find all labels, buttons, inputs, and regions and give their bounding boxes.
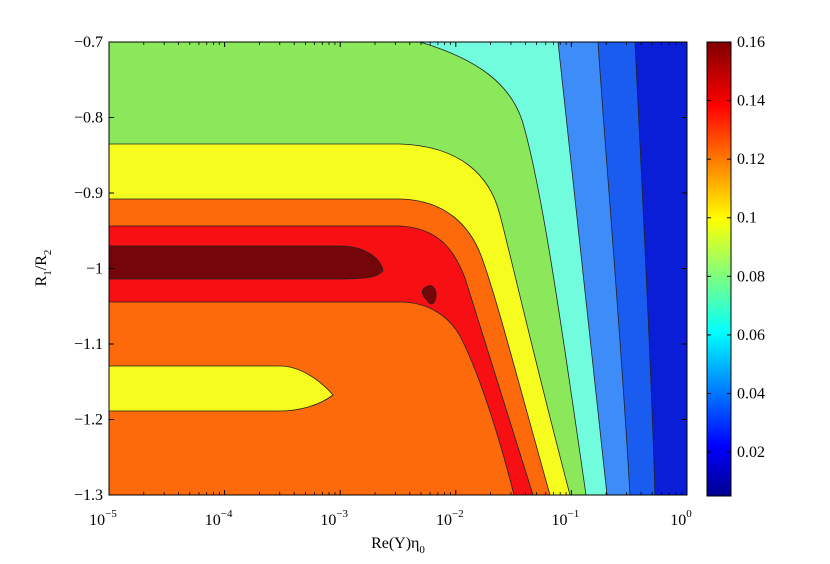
- colorbar-ticks: 0.02 0.04 0.06 0.08 0.1 0.12 0.14 0.16: [707, 34, 765, 461]
- contour-band-yellow-island: [109, 365, 334, 412]
- x-tick-label-exp: −3: [336, 508, 348, 520]
- colorbar-tick-label: 0.04: [737, 385, 765, 402]
- y-tick-label: −0.9: [74, 185, 103, 202]
- x-axis-label: Re(Y)η0: [371, 535, 425, 556]
- y-tick-label: −0.7: [74, 34, 103, 51]
- y-tick-label: −1: [86, 261, 103, 278]
- x-axis-label-sub: 0: [419, 544, 425, 556]
- y-tick-label: −0.8: [74, 110, 103, 127]
- x-tick-label-base: 10: [89, 512, 105, 529]
- colorbar-tick-label: 0.06: [737, 327, 765, 344]
- x-tick-label: 10−5: [89, 508, 117, 529]
- x-tick-label: 10−2: [436, 508, 464, 529]
- y-axis-ticks: −0.7 −0.8 −0.9 −1 −1.1 −1.2 −1.3: [74, 34, 687, 504]
- x-tick-label: 10−1: [552, 508, 580, 529]
- y-tick-label: −1.3: [74, 487, 103, 504]
- colorbar-tick-label: 0.16: [737, 34, 765, 51]
- colorbar: 0.02 0.04 0.06 0.08 0.1 0.12 0.14 0.16: [706, 34, 765, 497]
- colorbar-tick-label: 0.14: [737, 93, 765, 110]
- x-tick-label-exp: −5: [105, 508, 117, 520]
- x-tick-label-exp: −1: [568, 508, 580, 520]
- y-axis-label-sub2: 2: [42, 250, 54, 256]
- x-axis-ticks: 10−5 10−4 10−3 10−2 10−1 100: [89, 42, 692, 529]
- x-tick-label-base: 10: [436, 512, 452, 529]
- colorbar-tick-label: 0.02: [737, 444, 765, 461]
- x-tick-label: 10−4: [205, 508, 233, 529]
- contour-band-dark-red: [109, 245, 384, 280]
- colorbar-tick-label: 0.08: [737, 268, 765, 285]
- x-tick-label-base: 10: [320, 512, 336, 529]
- y-tick-label: −1.1: [74, 336, 103, 353]
- y-axis-label-sub1: 1: [42, 270, 54, 276]
- x-tick-label-base: 10: [205, 512, 221, 529]
- x-tick-label-exp: −2: [452, 508, 464, 520]
- contour-band-dark-red-spot: [421, 285, 437, 305]
- colorbar-gradient: [706, 41, 732, 497]
- colorbar-tick-label: 0.1: [737, 210, 757, 227]
- y-axis-label-mid: /R: [33, 255, 50, 270]
- x-tick-label-exp: −4: [221, 508, 233, 520]
- x-tick-label: 100: [670, 508, 692, 529]
- y-axis-label: R1/R2: [33, 250, 54, 287]
- colorbar-tick-label: 0.12: [737, 151, 765, 168]
- x-axis-label-main: Re(Y)η: [371, 535, 419, 552]
- plot-area: [109, 42, 687, 495]
- x-tick-label: 10−3: [320, 508, 348, 529]
- y-tick-label: −1.2: [74, 412, 103, 429]
- y-axis-label-main: R: [33, 275, 50, 286]
- x-tick-label-exp: 0: [686, 508, 692, 520]
- x-tick-label-base: 10: [552, 512, 568, 529]
- x-tick-label-base: 10: [670, 512, 686, 529]
